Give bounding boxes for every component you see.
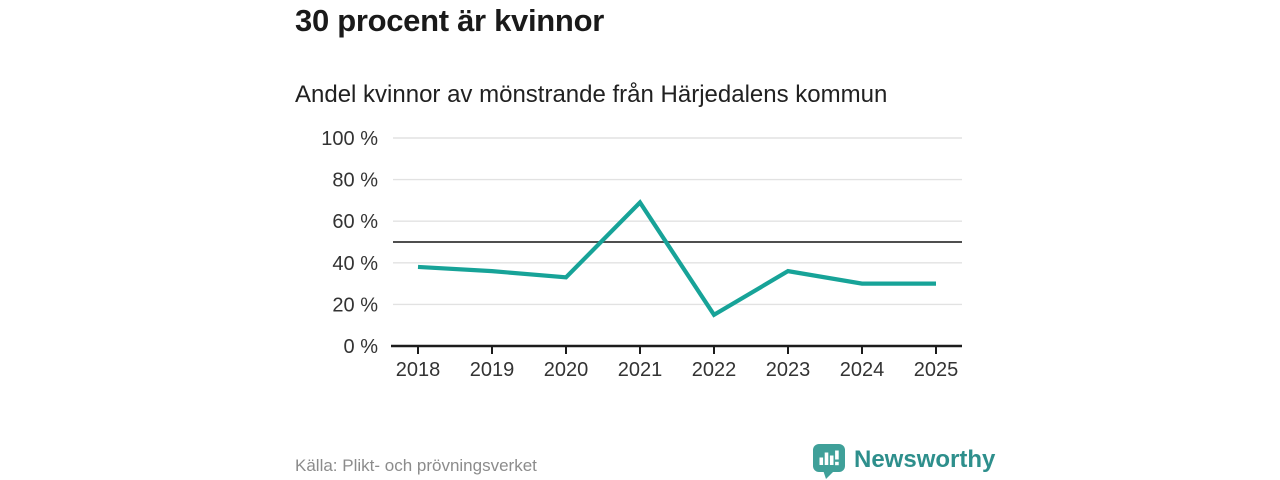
y-tick-label: 40 %	[332, 253, 378, 275]
x-tick-label: 2024	[840, 359, 885, 381]
x-tick-label: 2020	[544, 359, 589, 381]
y-tick-label: 80 %	[332, 170, 378, 192]
data-line	[417, 199, 936, 318]
y-tick-label: 100 %	[321, 128, 378, 150]
chart-subtitle: Andel kvinnor av mönstrande från Härjeda…	[295, 81, 888, 108]
source-attribution: Källa: Plikt- och prövningsverket	[295, 456, 537, 475]
x-tick-label: 2023	[766, 359, 811, 381]
y-tick-label: 60 %	[332, 211, 378, 233]
x-tick-label: 2021	[618, 359, 663, 381]
x-tick-label: 2019	[470, 359, 515, 381]
x-tick-label: 2022	[692, 359, 737, 381]
newsworthy-logo: Newsworthy	[812, 443, 995, 479]
y-tick-label: 20 %	[332, 294, 378, 316]
x-tick-label: 2018	[396, 359, 441, 381]
newsworthy-logo-text: Newsworthy	[854, 446, 996, 473]
chart-title: 30 procent är kvinnor	[295, 3, 604, 38]
y-tick-label: 0 %	[344, 336, 379, 358]
x-tick-label: 2025	[914, 359, 959, 381]
newsworthy-logo-icon	[813, 444, 845, 479]
